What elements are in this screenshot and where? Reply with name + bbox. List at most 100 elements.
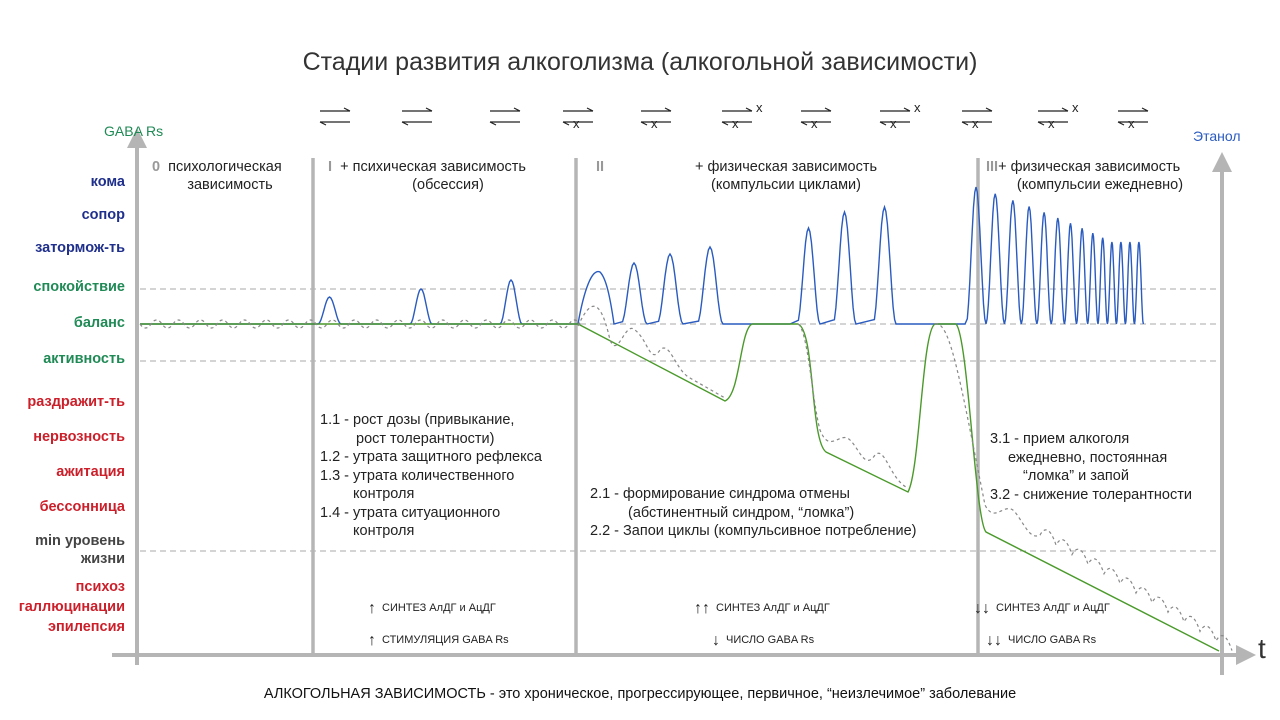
gaba-curve [140,323,1220,652]
stage-1-item: контроля [353,486,415,502]
stage-1-item: контроля [353,523,415,539]
reaction-arrow-pair [800,107,832,126]
enzyme-note-5: ↓↓ СИНТЕЗ АлДГ и АцДГ [974,600,1110,617]
enzyme-note-1: ↑ СИНТЕЗ АлДГ и АцДГ [368,600,496,617]
stage-1-line1: + психическая зависимость [340,159,526,175]
level-psychosis: психоз [75,579,125,595]
reaction-arrow-pair [961,107,993,126]
stage-2-item: 2.1 - формирование синдрома отмены [590,486,850,502]
stage-2-item: (абстинентный синдром, “ломка”) [628,504,855,521]
level-irritability: раздражит-ть [27,394,125,410]
forward-arrow [402,107,433,112]
stage-separators [311,158,980,655]
backward-arrow [401,121,432,126]
stage-1-item: 1.4 - утрата ситуационного [320,504,501,521]
blocked-mark: x [1128,116,1135,131]
enzyme-note-2: ↑ СТИМУЛЯЦИЯ GABA Rs [368,632,509,649]
blocked-mark: x [811,116,818,131]
forward-arrow [962,107,993,112]
forward-arrow [490,107,521,112]
backward-arrow [319,121,350,126]
stage-0-heading: 0 психологическая зависимость [150,158,310,194]
reaction-arrow-pair [1117,107,1149,126]
stage-1-line2: (обсессия) [412,177,484,193]
level-calm: спокойствие [33,279,125,295]
stage-1-item: рост толерантности) [356,430,495,447]
stage-3-item: 3.2 - снижение толерантности [990,486,1192,503]
y-axis-left-arrow [127,128,147,148]
ethanol-curve [140,186,1145,325]
stage-3-list: 3.1 - прием алкоголя ежедневно, постоянн… [990,430,1192,504]
stage-2-line2: (компульсии циклами) [711,177,861,193]
reaction-arrow-pair [489,107,521,126]
backward-arrow [879,121,910,126]
stage-1-item: 1.3 - утрата количественного [320,467,515,484]
reaction-arrow-pair [562,107,594,126]
blocked-mark: x [972,116,979,131]
stage-3-item: “ломка” и запой [1023,468,1129,484]
blocked-mark-upper: x [756,100,763,115]
stage-3-heading: III+ физическая зависимость (компульсии … [986,158,1214,194]
enzyme-note-6: ↓↓ ЧИСЛО GABA Rs [986,632,1097,649]
reaction-arrow-pair [879,107,911,126]
backward-arrow [961,121,992,126]
forward-arrow [722,107,753,112]
reaction-arrow-pair [1037,107,1069,126]
stage-3-numeral: III [986,159,999,175]
stage-1-item: 1.2 - утрата защитного рефлекса [320,449,542,465]
chart-title: Стадии развития алкоголизма (алкогольной… [302,48,978,76]
stage-0-line1: психологическая [168,159,282,175]
stage-1-item: 1.1 - рост дозы (привыкание, [320,412,515,428]
backward-arrow [562,121,593,126]
level-min-life-2: жизни [80,551,125,567]
backward-arrow [1117,121,1148,126]
backward-arrow [1037,121,1068,126]
level-nervousness: нервозность [33,429,125,445]
stage-1-heading: I + психическая зависимость (обсессия) [328,158,568,194]
stage-3-line1: + физическая зависимость [998,159,1181,175]
reaction-arrow-pair [319,107,351,126]
level-balance: баланс [73,315,125,331]
enzyme-note-4: ↓ ЧИСЛО GABA Rs [712,632,815,649]
stage-1-numeral: I [328,159,333,175]
stage-2-heading: II + физическая зависимость (компульсии ц… [596,158,976,194]
forward-arrow [880,107,911,112]
forward-arrow [1118,107,1149,112]
blocked-mark: x [732,116,739,131]
axes [112,128,1256,675]
time-axis-label: t [1258,633,1266,664]
blocked-mark: x [651,116,658,131]
blocked-mark: x [573,116,580,131]
backward-arrow [721,121,752,126]
blocked-mark-upper: x [1072,100,1079,115]
blocked-mark: x [890,116,897,131]
level-insomnia: бессонница [39,499,125,515]
forward-arrow [320,107,351,112]
forward-arrow [1038,107,1069,112]
ethanol-axis-label: Этанол [1193,128,1241,144]
stage-1-list: 1.1 - рост дозы (привыкание, рост толера… [320,411,542,541]
backward-arrow [489,121,520,126]
stage-0-numeral: 0 [152,159,161,175]
level-inhibition: затормож-ть [35,240,125,256]
x-axis-arrow [1236,645,1256,665]
level-hallucinations: галлюцинации [18,599,125,615]
level-agitation: ажитация [56,464,125,480]
blocked-mark: x [1048,116,1055,131]
reaction-marks: x x x x x x x x x x x [319,100,1149,131]
level-activity: активность [43,351,125,367]
stage-2-item: 2.2 - Запои циклы (компульсивное потребл… [590,523,917,539]
stage-2-numeral: II [596,159,605,175]
reaction-arrow-pair [721,107,753,126]
level-sopor: сопор [81,207,125,223]
footer-definition: АЛКОГОЛЬНАЯ ЗАВИСИМОСТЬ - это хроническо… [263,686,1017,702]
stage-0-line2: зависимость [187,177,273,193]
level-coma: кома [90,174,125,190]
backward-arrow [800,121,831,126]
level-min-life-1: min уровень [35,533,125,549]
stage-3-line2: (компульсии ежедневно) [1016,177,1184,193]
enzyme-note-3: ↑↑ СИНТЕЗ АлДГ и АцДГ [694,600,830,617]
forward-arrow [563,107,594,112]
curves [139,186,1233,652]
